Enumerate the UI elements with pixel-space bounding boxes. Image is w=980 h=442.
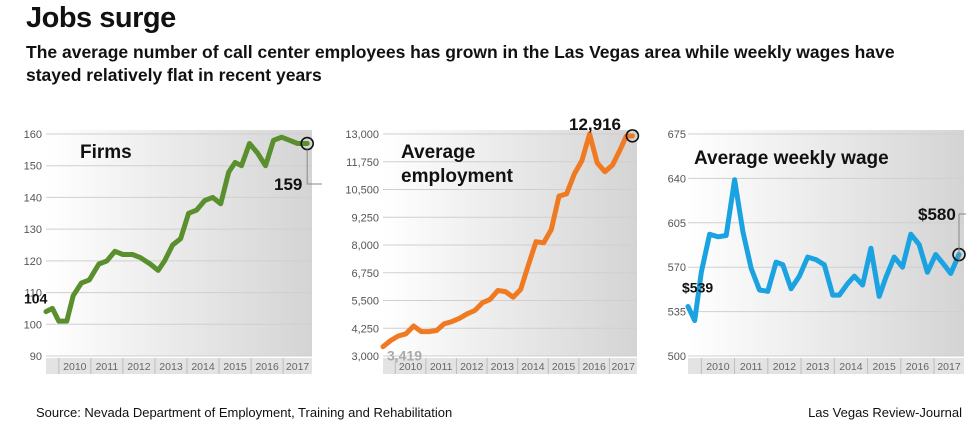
x-tick-label: 2013 <box>159 361 183 373</box>
employment-title-line-2: employment <box>401 166 514 187</box>
end-label-leader <box>958 213 966 261</box>
start-value-label: $539 <box>682 280 713 296</box>
y-tick-label: 4,250 <box>351 323 379 335</box>
x-tick-label: 2012 <box>460 361 484 373</box>
y-tick-label: 6,750 <box>351 268 379 280</box>
y-tick-label: 13,000 <box>345 129 379 141</box>
y-tick-label: 11,750 <box>346 157 379 169</box>
y-tick-label: 570 <box>668 262 686 274</box>
x-tick-label: 2012 <box>127 361 151 373</box>
firms-title: Firms <box>80 142 132 163</box>
y-tick-label: 675 <box>668 129 686 141</box>
x-tick-label: 2016 <box>906 361 930 373</box>
y-tick-label: 130 <box>24 224 42 236</box>
x-axis-band <box>383 358 637 374</box>
y-tick-label: 10,500 <box>345 185 379 197</box>
end-point-marker <box>300 136 314 151</box>
x-axis-band <box>46 358 312 374</box>
y-tick-label: 120 <box>24 256 42 268</box>
x-tick-label: 2015 <box>873 361 897 373</box>
end-point-marker <box>625 129 640 143</box>
x-tick-label: 2011 <box>96 361 119 373</box>
x-tick-label: 2014 <box>521 361 545 373</box>
x-tick-label: 2015 <box>223 361 247 373</box>
end-value-label: $580 <box>918 205 956 224</box>
x-tick-label: 2010 <box>399 361 423 373</box>
y-tick-label: 9,250 <box>351 212 379 224</box>
source-note: Source: Nevada Department of Employment,… <box>36 405 453 420</box>
end-value-label: 12,916 <box>569 115 621 134</box>
y-tick-label: 605 <box>668 218 686 230</box>
y-tick-label: 90 <box>30 351 42 363</box>
x-axis-band <box>688 358 964 374</box>
x-tick-label: 2014 <box>839 361 863 373</box>
x-tick-label: 2017 <box>612 361 636 373</box>
y-tick-label: 160 <box>24 129 42 141</box>
x-tick-label: 2010 <box>706 361 730 373</box>
x-tick-label: 2010 <box>63 361 87 373</box>
y-tick-label: 8,000 <box>351 240 379 252</box>
series-line <box>380 131 635 350</box>
weekly-wage-chart: 500 535 570 605 640 675 2010 2011 2012 2013 2014 20… <box>668 129 966 374</box>
end-label-leader <box>306 149 322 185</box>
credit-note: Las Vegas Review-Journal <box>808 405 962 420</box>
employment-chart: 3,000 4,250 5,500 6,750 8,000 9,250 10,500 11,7… <box>345 115 640 374</box>
y-tick-label: 3,000 <box>351 351 379 363</box>
y-tick-label: 5,500 <box>351 296 379 308</box>
y-tick-label: 110 <box>24 288 42 300</box>
x-tick-label: 2013 <box>491 361 515 373</box>
start-value-label: 104 <box>24 291 48 307</box>
y-tick-label: 535 <box>668 307 686 319</box>
y-tick-label: 140 <box>24 192 42 204</box>
series-line <box>685 177 962 323</box>
y-tick-label: 500 <box>668 351 686 363</box>
series-line <box>43 134 310 324</box>
x-tick-label: 2016 <box>582 361 606 373</box>
end-value-label: 159 <box>274 175 302 194</box>
y-tick-label: 100 <box>24 319 42 331</box>
headline: Jobs surge <box>26 2 176 34</box>
x-tick-label: 2017 <box>937 361 961 373</box>
x-tick-label: 2013 <box>806 361 830 373</box>
x-tick-label: 2015 <box>552 361 576 373</box>
x-tick-label: 2016 <box>255 361 279 373</box>
plot-background <box>383 130 637 356</box>
y-tick-label: 150 <box>24 161 42 173</box>
start-value-label: 3,419 <box>387 348 422 364</box>
employment-title-line-1: Average <box>401 142 475 163</box>
x-tick-label: 2011 <box>740 361 763 373</box>
x-tick-label: 2011 <box>430 361 453 373</box>
x-tick-label: 2012 <box>773 361 797 373</box>
firms-chart: 90 100 110 120 130 140 150 160 2010 2011 2012 2013 2… <box>24 129 322 374</box>
x-tick-label: 2014 <box>191 361 215 373</box>
subtitle: The average number of call center employ… <box>26 42 895 85</box>
weekly-wage-title: Average weekly wage <box>694 148 889 169</box>
x-tick-label: 2017 <box>286 361 310 373</box>
y-tick-label: 640 <box>668 173 686 185</box>
